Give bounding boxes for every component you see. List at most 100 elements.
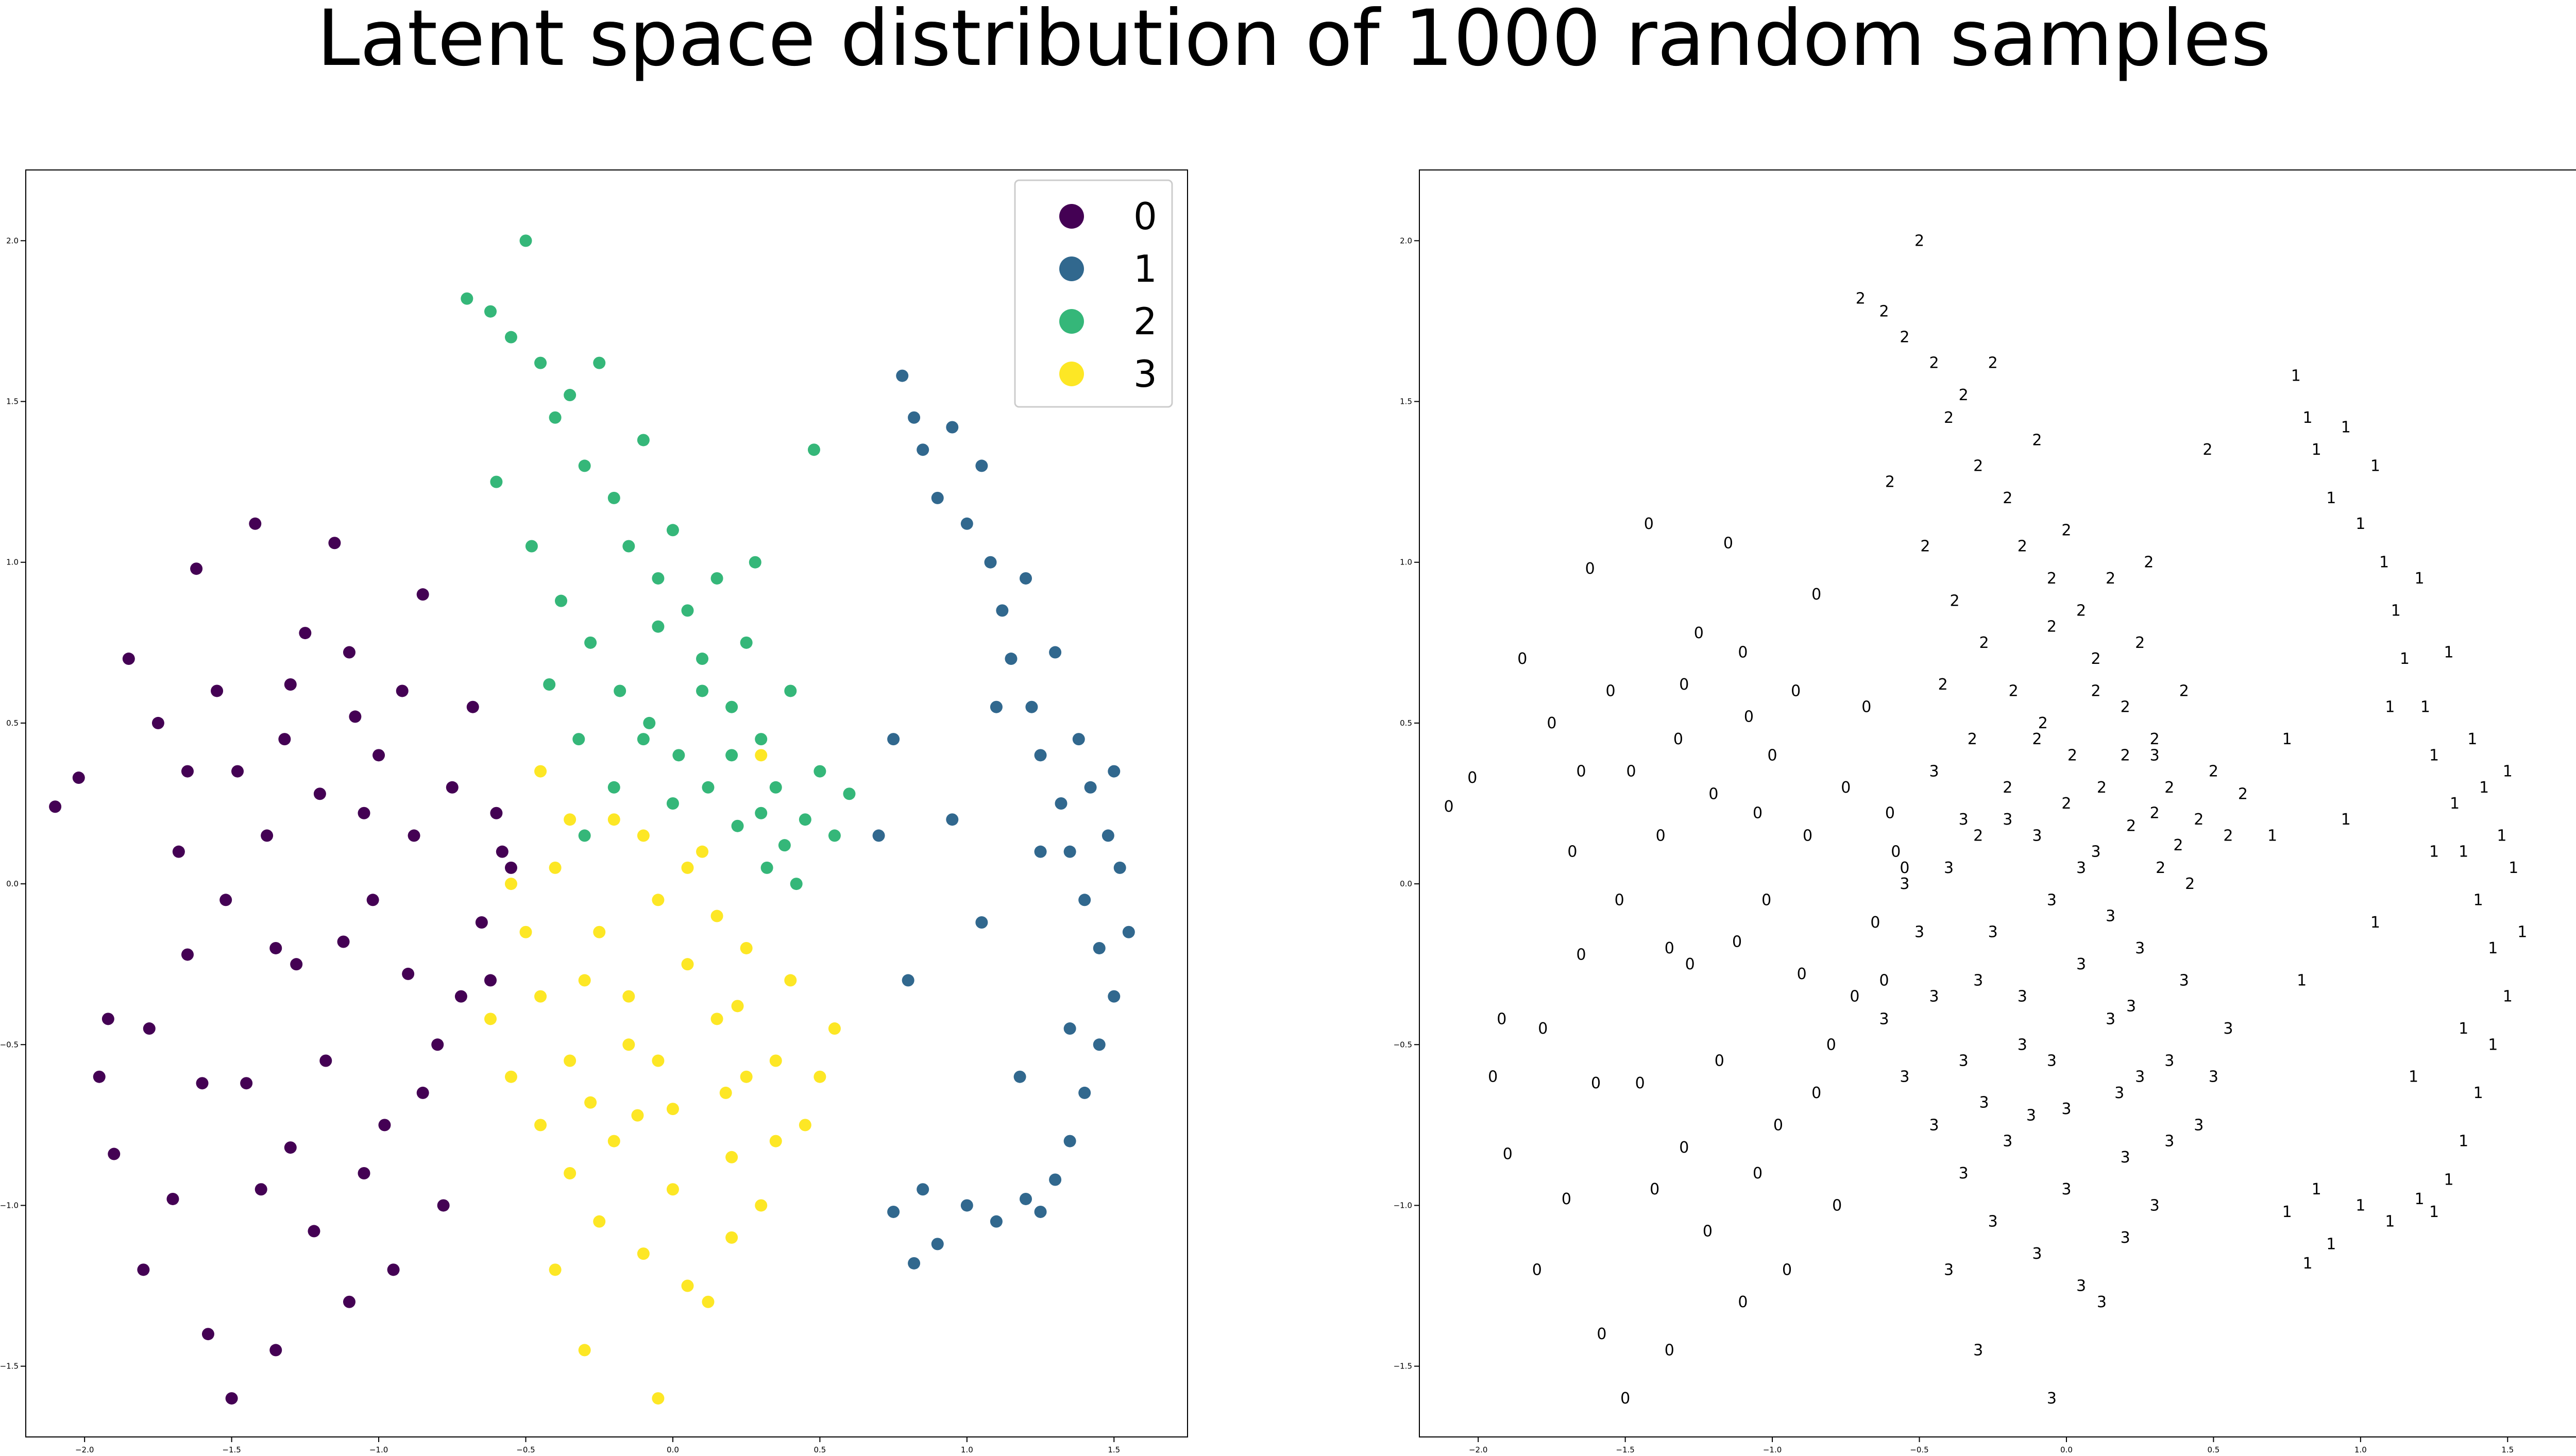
digit-marker: 1 [2517, 923, 2527, 941]
digit-marker: 1 [2385, 1213, 2395, 1231]
y-tick-label: −1.0 [1394, 1201, 1412, 1210]
digit-marker: 0 [1517, 650, 1527, 668]
data-point [784, 974, 797, 987]
digit-marker: 2 [2097, 779, 2107, 797]
data-point [696, 653, 709, 665]
legend-label: 1 [1133, 247, 1157, 290]
data-point [960, 1199, 973, 1212]
data-point [408, 829, 420, 842]
digit-marker: 0 [1900, 859, 1909, 877]
digit-marker: 3 [2135, 1068, 2145, 1086]
data-point [1093, 941, 1106, 954]
data-point [1020, 1192, 1032, 1205]
digit-marker: 3 [2106, 907, 2115, 926]
digit-marker: 0 [1732, 933, 1742, 951]
digit-marker: 0 [1861, 698, 1871, 716]
digit-marker: 2 [2091, 650, 2100, 668]
left-scatter-panel: −2.0 −1.5 −1.0 −0.5 0.0 0.5 1.0 1.5 −1.5 −1.0 −0.5… [0, 169, 1188, 1454]
digit-marker: 3 [2150, 746, 2160, 764]
digit-marker: 3 [1914, 923, 1924, 941]
digit-marker: 1 [2409, 1068, 2418, 1086]
digit-marker: 0 [1715, 1052, 1724, 1070]
digit-marker: 3 [2047, 1052, 2057, 1070]
data-point [484, 974, 497, 987]
digit-marker: 0 [1665, 939, 1674, 957]
digit-marker: 2 [2121, 698, 2130, 716]
digit-marker: 2 [2003, 489, 2012, 507]
digit-marker: 0 [1597, 1325, 1606, 1343]
data-point [769, 1135, 782, 1147]
digit-marker: 3 [2018, 988, 2027, 1006]
digit-marker: 2 [2091, 682, 2100, 700]
data-point [584, 1096, 597, 1109]
data-point [607, 1135, 620, 1147]
data-point [519, 234, 532, 247]
data-point [299, 627, 312, 640]
y-tick-label: −1.5 [1394, 1362, 1412, 1371]
data-point [1055, 797, 1067, 810]
digit-marker: 3 [2061, 1100, 2071, 1118]
digit-marker: 3 [2032, 1245, 2042, 1263]
digit-marker: 1 [2326, 1235, 2336, 1253]
digit-marker: 0 [1503, 1145, 1513, 1163]
x-tick-label: 0.0 [667, 1445, 679, 1454]
data-point [475, 916, 488, 929]
digit-marker: 2 [2202, 441, 2212, 459]
data-point [896, 369, 909, 382]
y-tick-label: −1.0 [0, 1201, 19, 1210]
data-point [637, 434, 650, 447]
data-point [284, 678, 297, 691]
data-point [702, 781, 715, 794]
left-point-cloud [49, 234, 1135, 1405]
digit-marker: 2 [1973, 457, 1983, 475]
data-point [814, 1070, 826, 1083]
figure-title: Latent space distribution of 1000 random… [317, 0, 2271, 83]
y-tick-label: 1.0 [1400, 558, 1412, 567]
digit-marker: 3 [1944, 859, 1954, 877]
data-point [1078, 1086, 1091, 1099]
data-point [578, 459, 591, 472]
digit-marker: 1 [2355, 515, 2365, 533]
data-point [996, 604, 1009, 617]
digit-marker: 1 [2303, 1255, 2313, 1273]
data-point [534, 765, 547, 778]
data-point [1025, 700, 1038, 713]
data-point [564, 389, 577, 402]
data-point [702, 1295, 715, 1308]
digit-marker: 0 [1467, 769, 1477, 787]
data-point [731, 819, 744, 832]
digit-marker: 1 [2450, 795, 2460, 813]
data-point [681, 958, 694, 971]
data-point [308, 1225, 320, 1238]
digit-marker: 0 [1567, 843, 1577, 861]
data-point [902, 974, 914, 987]
digit-marker: 0 [1885, 804, 1895, 823]
data-point [946, 813, 959, 826]
data-point [725, 1151, 738, 1163]
digit-marker: 1 [2385, 698, 2395, 716]
data-point [72, 772, 85, 784]
digit-marker: 1 [2355, 1196, 2365, 1214]
digit-marker: 3 [2164, 1133, 2174, 1151]
data-point [872, 829, 885, 842]
digit-marker: 3 [1929, 763, 1939, 781]
digit-marker: 0 [1879, 971, 1889, 989]
digit-marker: 0 [1723, 534, 1733, 552]
digit-marker: 3 [2047, 891, 2057, 909]
data-point [578, 974, 591, 987]
data-point [672, 749, 685, 762]
data-point [543, 678, 556, 691]
data-point [211, 684, 224, 697]
digit-marker: 0 [1832, 1196, 1842, 1214]
data-point [760, 861, 773, 874]
digit-marker: 0 [1753, 804, 1762, 823]
data-point [607, 813, 620, 826]
data-point [143, 1022, 156, 1035]
data-point [151, 716, 164, 729]
digit-marker: 2 [2156, 859, 2165, 877]
data-point [534, 990, 547, 1003]
data-point [643, 716, 656, 729]
data-point [461, 292, 473, 305]
data-point [255, 1183, 267, 1196]
digit-marker: 3 [2121, 1149, 2130, 1167]
